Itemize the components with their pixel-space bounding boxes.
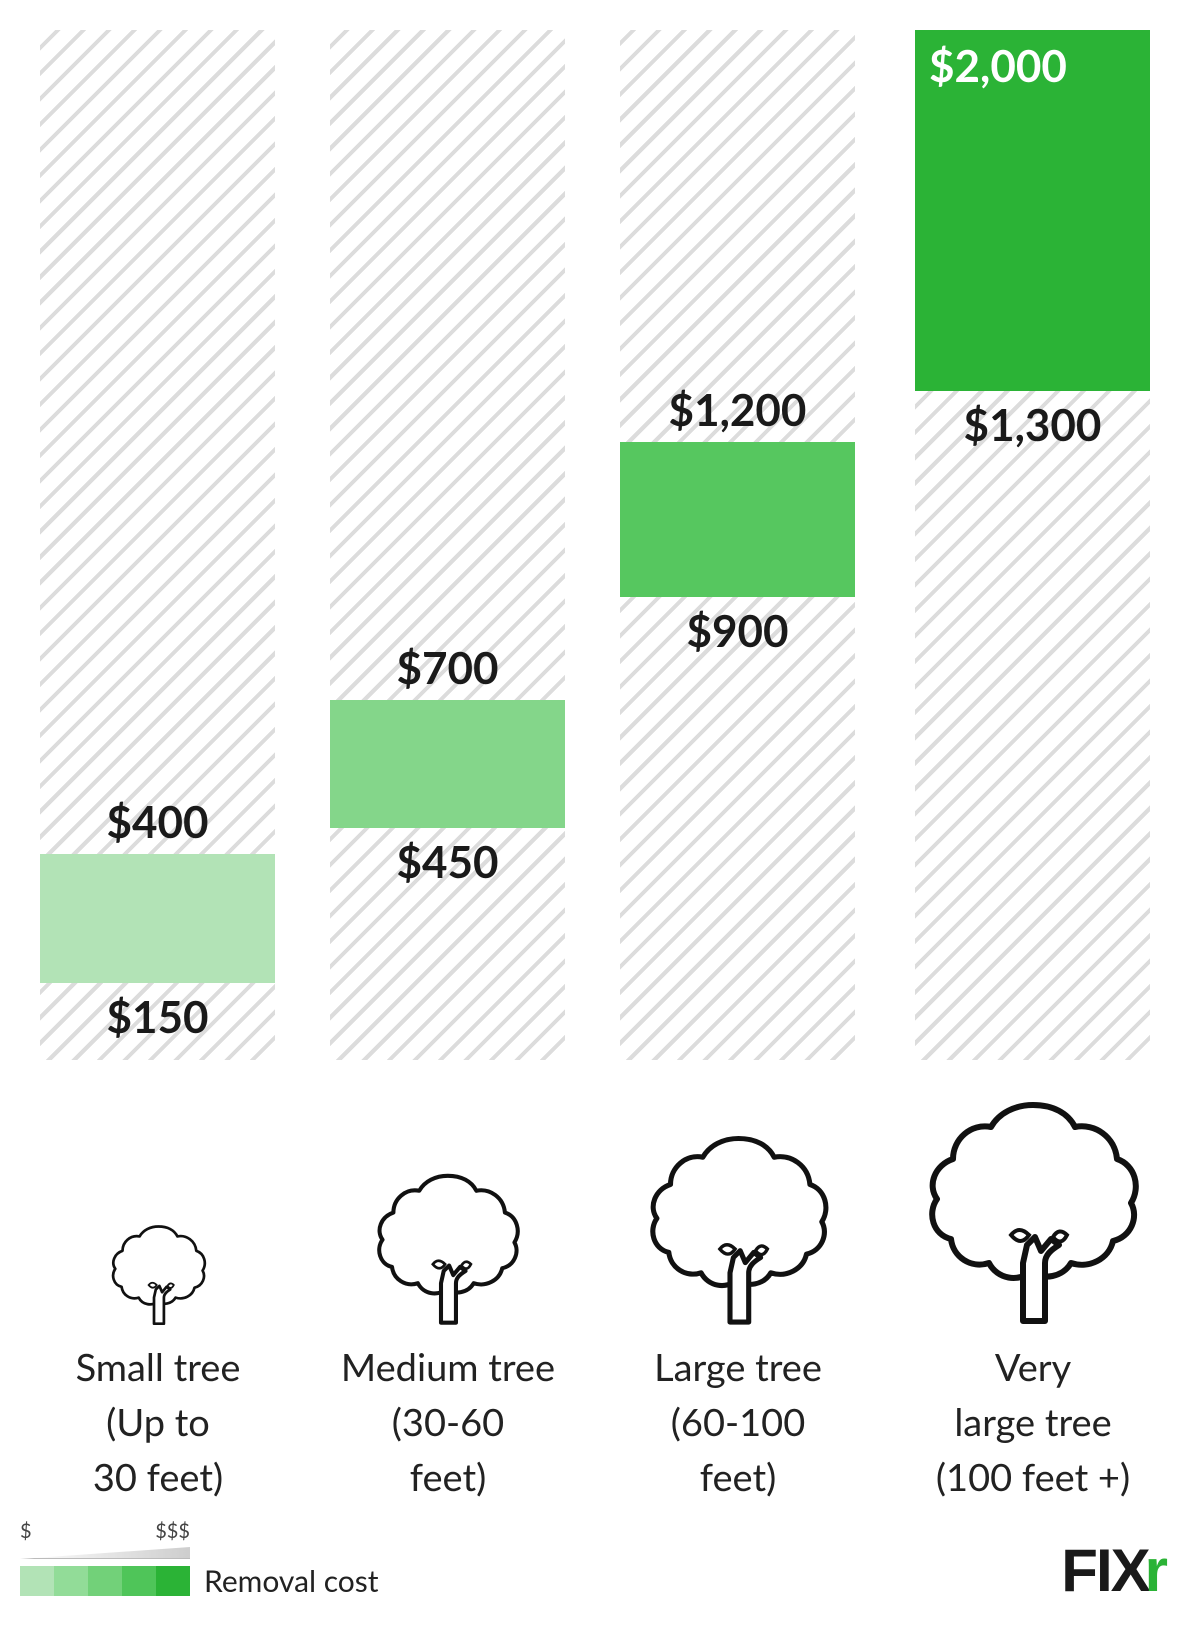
logo-accent: r [1145,1536,1166,1605]
tree-icon [645,1130,832,1326]
icon-cell-very-large [903,1095,1163,1325]
tree-icon [109,1222,208,1326]
range-bar [330,700,565,829]
category-label-medium: Medium tree(30-60feet) [318,1340,578,1505]
logo-main: FIX [1061,1536,1148,1605]
category-label-large: Large tree(60-100feet) [608,1340,868,1505]
tree-icons-row [40,1095,1160,1325]
column-small: $400 $150 [40,30,275,1060]
fixr-logo: FIXr [1061,1536,1170,1605]
legend-scale-low: $ [20,1519,32,1543]
hatched-above [620,30,855,442]
tree-icon [373,1169,523,1325]
legend-swatch [20,1566,54,1596]
high-label: $400 [40,800,275,844]
low-label: $900 [620,609,855,653]
legend: $ $$$ Removal cost [20,1519,379,1599]
high-label: $1,200 [620,388,855,432]
hatched-below [915,391,1150,1061]
hatched-above [40,30,275,854]
column-large: $1,200 $900 [620,30,855,1060]
legend-swatch [156,1566,190,1596]
icon-cell-small [28,1095,288,1325]
hatched-above [330,30,565,700]
high-label: $2,000 [915,44,1150,88]
legend-swatch [54,1566,88,1596]
range-bar [40,854,275,983]
column-medium: $700 $450 [330,30,565,1060]
hatched-below [620,597,855,1061]
category-label-small: Small tree(Up to30 feet) [28,1340,288,1505]
column-very-large: $2,000 $1,300 [915,30,1150,1060]
low-label: $1,300 [915,403,1150,447]
icon-cell-large [608,1095,868,1325]
legend-scale-labels: $ $$$ [20,1519,190,1543]
high-label: $700 [330,646,565,690]
legend-swatch [88,1566,122,1596]
legend-scale-high: $$$ [155,1519,190,1543]
legend-swatches: Removal cost [20,1563,379,1599]
low-label: $450 [330,840,565,884]
cost-range-chart: $400 $150 $700 $450 $1,200 $900 $2,000 $1,300 [40,30,1160,1060]
low-label: $150 [40,995,275,1039]
range-bar [620,442,855,597]
legend-text: Removal cost [204,1563,379,1599]
legend-wedge [20,1547,190,1559]
category-label-very-large: Verylarge tree(100 feet +) [903,1340,1163,1505]
tree-icon [923,1095,1143,1325]
legend-swatch [122,1566,156,1596]
icon-cell-medium [318,1095,578,1325]
